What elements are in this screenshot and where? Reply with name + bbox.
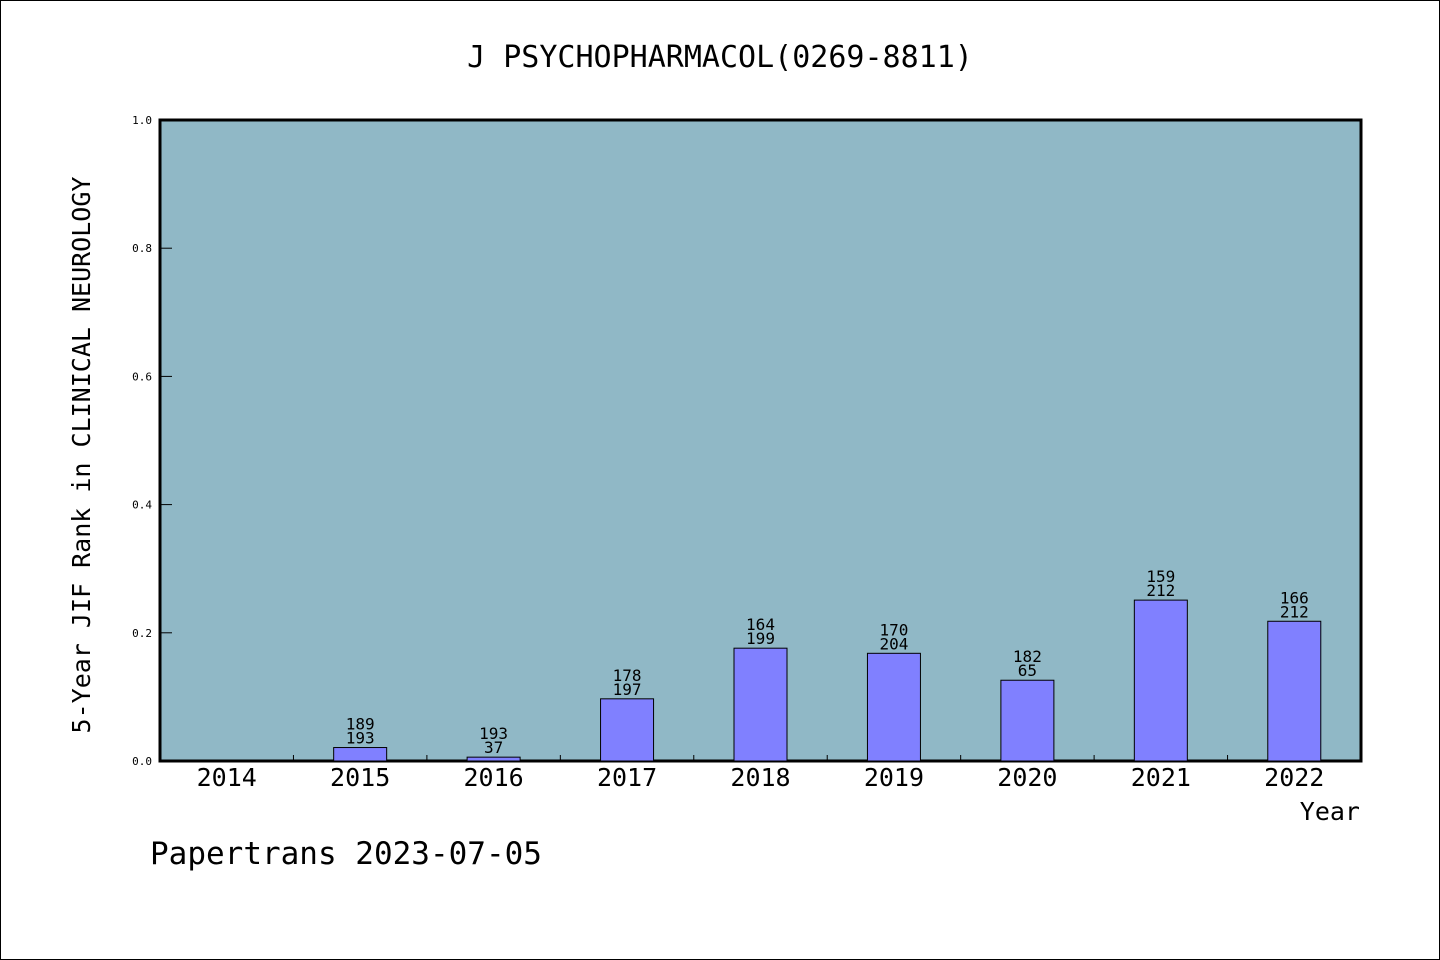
bar-2016 [466,756,521,762]
x-tick-label: 2016 [464,763,524,792]
x-tick-label: 2015 [330,763,390,792]
bar-2021 [1133,599,1188,762]
bar-rank-label: 193 [479,724,508,743]
bar-total-label: 65 [1018,661,1037,680]
y-tick-label: 0.4 [132,499,152,512]
bar-total-label: 193 [346,729,375,748]
bar-2019 [866,652,921,762]
x-tick-label: 2019 [864,763,924,792]
bar-rank-label: 182 [1013,647,1042,666]
bar-rank-label: 170 [879,620,908,639]
bar-2017 [600,698,655,762]
footer-text: Papertrans 2023-07-05 [150,836,542,872]
y-tick-label: 1.0 [132,114,152,127]
bar-total-label: 199 [746,629,775,648]
x-axis-label: Year [1300,797,1360,826]
bar-2020 [1000,679,1055,762]
y-tick-label: 0.6 [132,370,152,383]
bar-rank-label: 164 [746,615,775,634]
bars: 1931893719319717819916420417065182212159… [333,567,1322,762]
bar-rank-label: 178 [613,666,642,685]
x-axis: 2014 2015 2016 2017 2018 2019 2020 2021 2022 [197,755,1324,792]
chart-title: J PSYCHOPHARMACOL(0269-8811) [467,40,973,75]
bar-rank-label: 189 [346,715,375,734]
bar-total-label: 204 [879,634,908,653]
bar-2015 [333,747,388,762]
bar-total-label: 212 [1280,602,1309,621]
x-tick-label: 2017 [597,763,657,792]
bar-total-label: 197 [613,680,642,699]
y-axis: 0.0 0.2 0.4 0.6 0.8 1.0 [132,114,172,768]
bar-rank-label: 159 [1146,567,1175,586]
x-tick-label: 2020 [997,763,1057,792]
x-tick-label: 2018 [730,763,790,792]
y-tick-label: 0.2 [132,627,152,640]
bar-2022 [1267,620,1322,762]
y-axis-label: 5-Year JIF Rank in CLINICAL NEUROLOGY [67,177,96,734]
x-tick-label: 2014 [197,763,257,792]
y-tick-label: 0.8 [132,242,152,255]
bar-total-label: 37 [484,738,503,757]
bar-2018 [733,647,788,762]
bar-rank-label: 166 [1280,588,1309,607]
bar-total-label: 212 [1146,581,1175,600]
y-tick-label: 0.0 [132,755,152,768]
x-tick-label: 2021 [1131,763,1191,792]
x-tick-label: 2022 [1264,763,1324,792]
